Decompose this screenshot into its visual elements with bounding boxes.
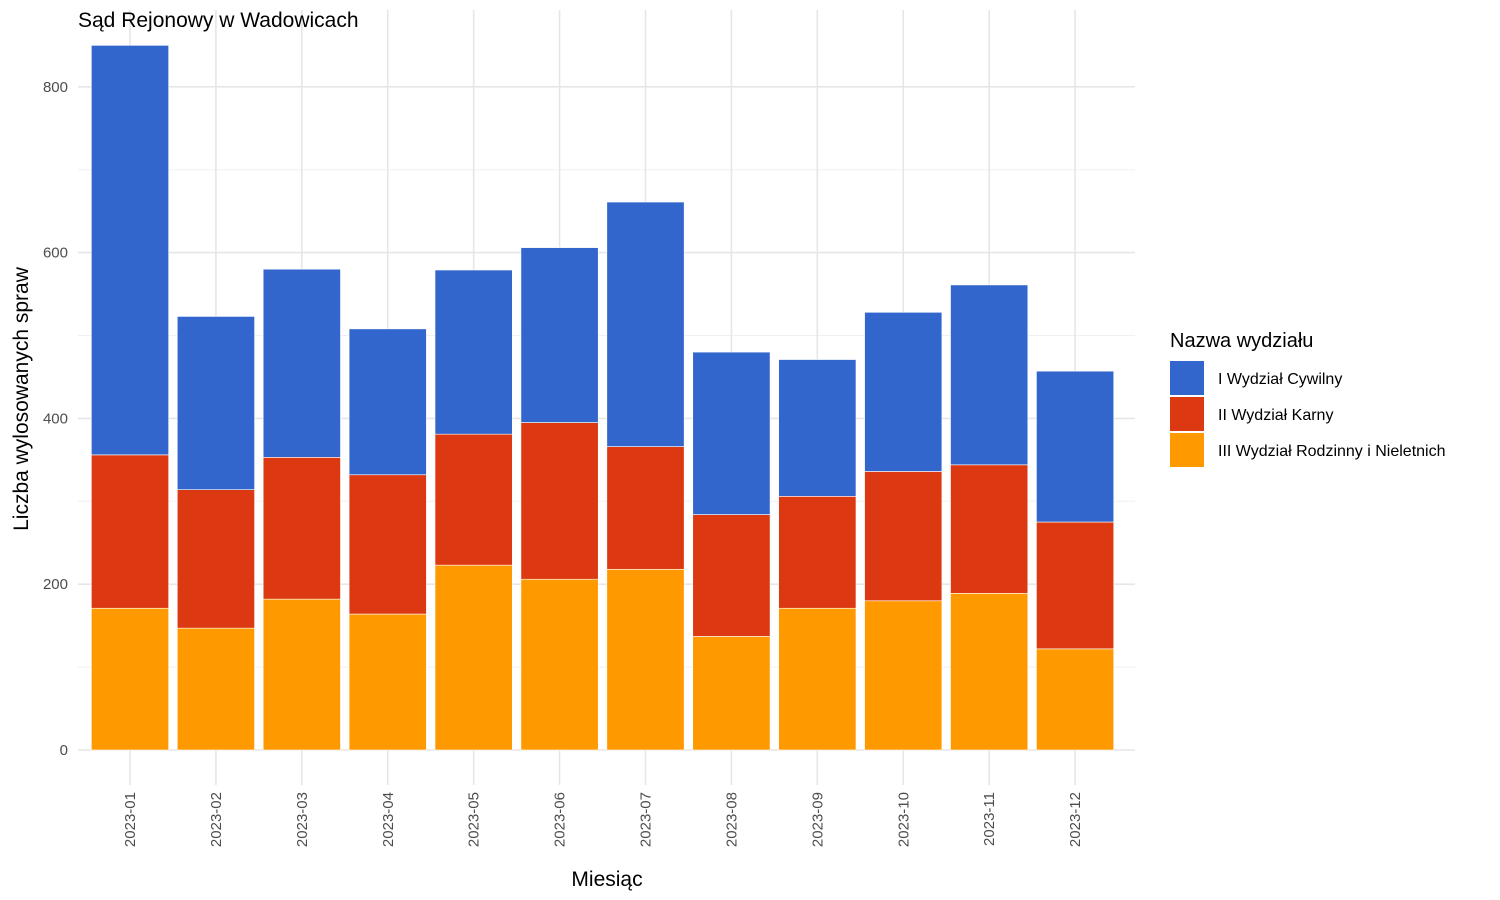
bar-segment bbox=[1036, 648, 1115, 751]
x-ticks-layer: 2023-01 2023-02 2023-03 2023-04 2023-05 2023-… bbox=[122, 792, 1084, 847]
bar-segment bbox=[520, 247, 599, 423]
y-tick-label: 600 bbox=[43, 245, 68, 262]
legend: Nazwa wydziału I Wydział Cywilny II Wydzi… bbox=[1170, 330, 1446, 467]
x-tick-label: 2023-09 bbox=[809, 792, 826, 847]
bar-segment bbox=[692, 351, 771, 515]
bar-segment bbox=[1036, 370, 1115, 523]
chart-title: Sąd Rejonowy w Wadowicach bbox=[78, 9, 359, 32]
x-tick-label: 2023-11 bbox=[981, 792, 998, 846]
bar-segment bbox=[778, 496, 857, 609]
bar-segment bbox=[348, 474, 427, 615]
bar-segment bbox=[434, 269, 513, 435]
bar-segment bbox=[950, 464, 1029, 594]
legend-swatch bbox=[1170, 361, 1204, 395]
bar-segment bbox=[91, 607, 169, 751]
y-tick-label: 400 bbox=[43, 410, 68, 427]
bar-segment bbox=[950, 284, 1029, 466]
bar-segment bbox=[778, 359, 857, 497]
y-tick-label: 0 bbox=[60, 742, 68, 759]
x-tick-label: 2023-02 bbox=[208, 792, 225, 847]
x-tick-label: 2023-12 bbox=[1067, 792, 1084, 847]
bar-segment bbox=[434, 564, 513, 751]
y-ticks-layer: 0 200 400 600 800 bbox=[43, 79, 68, 759]
bar-segment bbox=[91, 454, 169, 609]
bar-segment bbox=[778, 607, 857, 751]
legend-swatch bbox=[1170, 433, 1204, 467]
bars-layer bbox=[91, 45, 1115, 751]
y-tick-label: 800 bbox=[43, 79, 68, 96]
x-tick-label: 2023-06 bbox=[552, 792, 569, 847]
bar-segment bbox=[606, 568, 685, 751]
bar-segment bbox=[1036, 521, 1115, 650]
bar-segment bbox=[864, 600, 943, 751]
bar-segment bbox=[91, 45, 169, 456]
x-tick-label: 2023-05 bbox=[466, 792, 483, 847]
bar-segment bbox=[262, 457, 341, 600]
x-tick-label: 2023-10 bbox=[895, 792, 912, 847]
x-tick-label: 2023-04 bbox=[380, 792, 397, 847]
bar-segment bbox=[176, 489, 255, 629]
bar-segment bbox=[692, 636, 771, 751]
legend-title: Nazwa wydziału bbox=[1170, 330, 1313, 352]
bar-segment bbox=[692, 514, 771, 637]
bar-segment bbox=[606, 201, 685, 447]
legend-label: I Wydział Cywilny bbox=[1218, 371, 1342, 388]
bar-segment bbox=[864, 471, 943, 602]
bar-segment bbox=[348, 613, 427, 751]
bar-segment bbox=[520, 422, 599, 580]
x-tick-label: 2023-03 bbox=[294, 792, 311, 847]
x-tick-label: 2023-07 bbox=[638, 792, 655, 847]
bar-segment bbox=[348, 328, 427, 476]
bar-segment bbox=[176, 627, 255, 751]
legend-swatch bbox=[1170, 397, 1204, 431]
bar-segment bbox=[606, 446, 685, 570]
y-axis-title: Liczba wylosowanych spraw bbox=[10, 266, 33, 531]
bar-segment bbox=[262, 598, 341, 751]
bar-segment bbox=[434, 433, 513, 566]
legend-label: II Wydział Karny bbox=[1218, 407, 1333, 424]
legend-items: I Wydział Cywilny II Wydział Karny III Wyd… bbox=[1170, 361, 1446, 467]
x-tick-label: 2023-01 bbox=[122, 792, 139, 847]
bar-segment bbox=[176, 316, 255, 490]
legend-label: III Wydział Rodzinny i Nieletnich bbox=[1218, 443, 1446, 460]
bar-segment bbox=[950, 593, 1029, 751]
x-axis-title: Miesiąc bbox=[571, 868, 642, 891]
y-tick-label: 200 bbox=[43, 576, 68, 593]
bar-segment bbox=[520, 578, 599, 751]
bar-segment bbox=[262, 268, 341, 458]
x-tick-label: 2023-08 bbox=[723, 792, 740, 847]
bar-segment bbox=[864, 311, 943, 472]
